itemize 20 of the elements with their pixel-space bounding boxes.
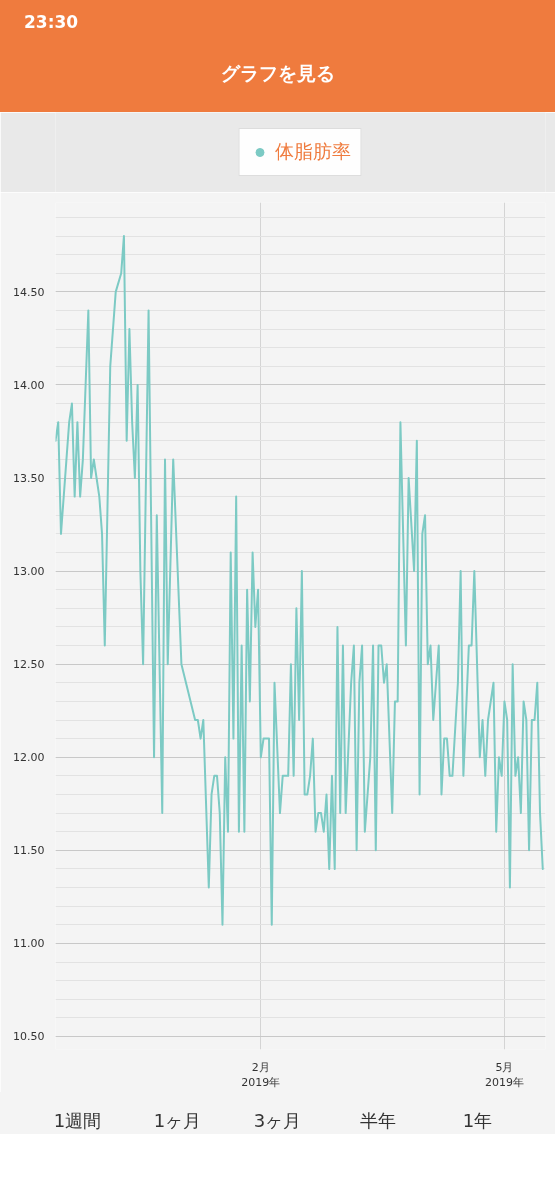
- text: 半年: [358, 1109, 397, 1133]
- y-tick-label: 11.50: [13, 844, 45, 858]
- line-series: [55, 235, 544, 926]
- text: 3ヶ月: [252, 1109, 303, 1133]
- chart-title: グラフを見る: [219, 61, 336, 86]
- y-tick-label: 12.00: [13, 751, 45, 765]
- y-tick-label: 13.00: [13, 565, 45, 579]
- y-tick-label: 11.00: [13, 937, 45, 951]
- text: 23:30: [24, 11, 79, 34]
- y-tick-label: 14.50: [13, 285, 45, 299]
- y-tick-label: 12.50: [13, 658, 45, 672]
- text: 1年: [461, 1109, 494, 1133]
- text: 1ヶ月: [152, 1109, 203, 1133]
- x-tick-label: 5月 2019年: [484, 1060, 524, 1090]
- y-tick-label: 14.00: [13, 378, 45, 392]
- y-tick-label: 13.50: [13, 472, 45, 486]
- y-tick-label: 10.50: [13, 1030, 45, 1044]
- x-tick-label: 2月 2019年: [241, 1060, 281, 1090]
- text: 1週間: [52, 1109, 103, 1133]
- legend-label: 体脂肪率: [274, 139, 351, 164]
